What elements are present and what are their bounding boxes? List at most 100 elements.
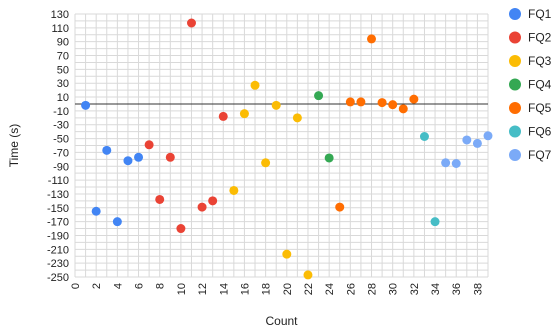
y-tick-label: 10	[57, 92, 69, 104]
x-axis-title: Count	[265, 314, 298, 328]
y-tick-label: -30	[53, 120, 69, 132]
legend-label-fq6: FQ6	[528, 125, 552, 139]
y-tick-label: 30	[57, 78, 69, 90]
data-point-fq5	[335, 202, 345, 212]
x-tick-label: 24	[324, 283, 336, 295]
y-tick-label: -190	[47, 230, 69, 242]
data-point-fq7	[483, 131, 493, 141]
x-tick-label: 32	[409, 283, 421, 295]
data-point-fq1	[91, 206, 101, 216]
legend: FQ1 FQ2 FQ3 FQ4 FQ5 FQ6 FQ7	[509, 7, 552, 162]
data-point-fq3	[250, 80, 260, 90]
x-tick-label: 34	[430, 283, 442, 295]
data-point-fq2	[144, 140, 154, 150]
y-tick-label: 50	[57, 64, 69, 76]
x-tick-label: 30	[388, 283, 400, 295]
data-point-fq3	[282, 249, 292, 259]
legend-marker-fq3	[509, 55, 521, 67]
data-point-fq3	[229, 185, 239, 195]
legend-marker-fq4	[509, 78, 521, 91]
y-tick-label: -210	[47, 244, 69, 256]
data-point-fq6	[430, 217, 440, 227]
data-point-fq5	[398, 104, 408, 114]
data-point-fq5	[409, 94, 419, 104]
data-point-fq7	[451, 158, 461, 168]
x-tick-label: 4	[112, 283, 124, 289]
data-point-fq1	[134, 152, 144, 162]
data-point-fq1	[81, 100, 91, 110]
legend-marker-fq7	[509, 149, 521, 161]
legend-marker-fq5	[509, 102, 521, 114]
data-point-fq2	[208, 196, 218, 206]
data-point-fq2	[176, 224, 186, 234]
y-tick-label: -70	[53, 147, 69, 159]
data-point-fq2	[218, 111, 228, 121]
y-tick-label: -230	[47, 258, 69, 270]
legend-marker-fq6	[509, 125, 521, 138]
data-point-fq7	[472, 138, 482, 148]
legend-label-fq5: FQ5	[528, 101, 552, 115]
data-point-fq4	[324, 153, 334, 163]
data-point-fq1	[123, 156, 133, 166]
data-point-fq5	[377, 98, 387, 108]
x-tick-label: 18	[261, 283, 273, 295]
data-point-fq3	[292, 113, 302, 123]
data-point-fq3	[271, 100, 281, 110]
data-point-fq3	[261, 158, 271, 168]
y-tick-label: -130	[47, 189, 69, 201]
x-tick-label: 20	[282, 283, 294, 295]
x-tick-label: 8	[155, 283, 167, 289]
x-tick-label: 0	[70, 283, 82, 289]
data-point-fq2	[165, 152, 175, 162]
x-tick-label: 6	[134, 283, 146, 289]
data-point-fq2	[186, 18, 196, 28]
data-point-fq3	[303, 270, 313, 280]
x-tick-label: 10	[176, 283, 188, 295]
y-tick-label: 70	[57, 51, 69, 63]
y-tick-label: -110	[48, 175, 69, 187]
y-tick-label: -90	[53, 161, 69, 173]
x-tick-label: 26	[345, 283, 357, 295]
data-point-fq5	[345, 97, 355, 107]
legend-label-fq4: FQ4	[528, 78, 552, 92]
x-tick-label: 2	[91, 283, 103, 289]
y-tick-label: -50	[53, 134, 69, 146]
legend-marker-fq2	[509, 31, 521, 44]
y-tick-label: 130	[51, 9, 69, 21]
data-point-fq3	[239, 109, 249, 119]
x-tick-label: 28	[367, 283, 379, 295]
y-tick-label: -150	[47, 203, 69, 215]
data-point-fq1	[112, 217, 122, 227]
x-tick-label: 12	[197, 283, 209, 295]
x-tick-label: 16	[239, 283, 251, 295]
legend-marker-fq1	[509, 8, 521, 20]
data-points	[81, 18, 493, 280]
data-point-fq5	[388, 100, 398, 110]
y-tick-label: 110	[51, 23, 69, 35]
data-point-fq2	[155, 194, 165, 204]
legend-label-fq7: FQ7	[528, 148, 552, 162]
x-tick-label: 22	[303, 283, 315, 295]
y-tick-label: -250	[47, 272, 69, 284]
x-tick-label: 38	[472, 283, 484, 295]
legend-label-fq1: FQ1	[528, 7, 552, 21]
y-axis-title: Time (s)	[7, 124, 21, 168]
data-point-fq4	[314, 91, 324, 101]
grid	[74, 13, 489, 278]
data-point-fq2	[197, 202, 207, 212]
legend-label-fq3: FQ3	[528, 54, 552, 68]
legend-label-fq2: FQ2	[528, 31, 552, 45]
data-point-fq7	[462, 135, 472, 145]
data-point-fq5	[367, 34, 377, 44]
x-tick-label: 36	[451, 283, 463, 295]
y-tick-label: 90	[57, 37, 69, 49]
y-tick-label: -170	[47, 217, 69, 229]
data-point-fq6	[419, 132, 429, 142]
data-point-fq1	[102, 145, 112, 155]
y-tick-label: -10	[53, 106, 69, 118]
x-tick-label: 14	[218, 283, 230, 295]
data-point-fq7	[441, 158, 451, 168]
